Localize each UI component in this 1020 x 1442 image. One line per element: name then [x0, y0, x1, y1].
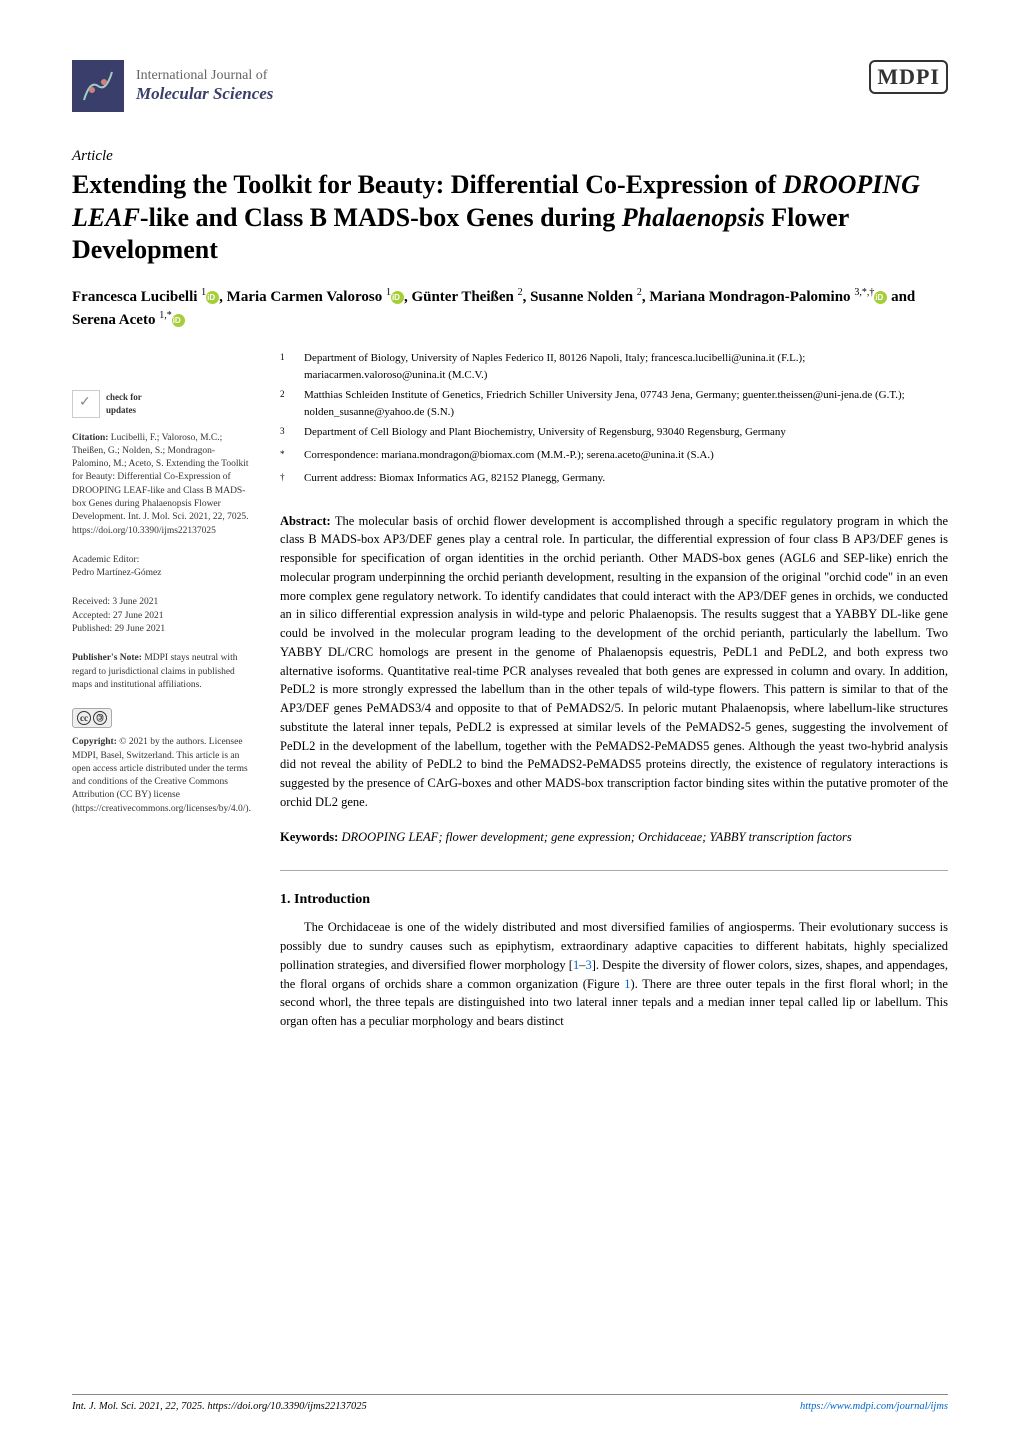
footer-right[interactable]: https://www.mdpi.com/journal/ijms [800, 1401, 948, 1412]
abstract-label: Abstract: [280, 514, 331, 528]
main-column: 1 Department of Biology, University of Na… [280, 350, 948, 1031]
affiliation-row: 1 Department of Biology, University of Na… [280, 350, 948, 385]
check-updates-badge[interactable]: check for updates [72, 390, 252, 418]
keywords-label: Keywords: [280, 830, 338, 844]
citation-label: Citation: [72, 433, 108, 443]
journal-name: International Journal of Molecular Scien… [136, 68, 273, 104]
affiliation-text: Department of Cell Biology and Plant Bio… [304, 424, 948, 445]
published-label: Published: [72, 624, 112, 634]
dates-block: Received: 3 June 2021 Accepted: 27 June … [72, 596, 252, 636]
affiliation-text: Correspondence: mariana.mondragon@biomax… [304, 447, 948, 468]
journal-line2: Molecular Sciences [136, 84, 273, 104]
ref-link[interactable]: 3 [585, 958, 591, 972]
ref-link[interactable]: 1 [573, 958, 579, 972]
footer: Int. J. Mol. Sci. 2021, 22, 7025. https:… [72, 1394, 948, 1412]
journal-block: International Journal of Molecular Scien… [72, 60, 273, 112]
page: International Journal of Molecular Scien… [0, 0, 1020, 1442]
keywords-text: DROOPING LEAF; flower development; gene … [341, 830, 851, 844]
divider [280, 870, 948, 871]
copyright-label: Copyright: [72, 737, 117, 747]
affiliation-text: Department of Biology, University of Nap… [304, 350, 948, 385]
authors: Francesca Lucibelli 1, Maria Carmen Valo… [72, 285, 948, 332]
title-p3: -like and Class B MADS-box Genes during [140, 203, 622, 232]
header-row: International Journal of Molecular Scien… [72, 60, 948, 112]
accepted-label: Accepted: [72, 611, 111, 621]
affiliation-row: * Correspondence: mariana.mondragon@bioma… [280, 447, 948, 468]
citation-block: Citation: Lucibelli, F.; Valoroso, M.C.;… [72, 432, 252, 538]
affiliation-num: 1 [280, 350, 294, 385]
affiliation-num: † [280, 470, 294, 491]
article-type: Article [72, 148, 948, 165]
intro-body: The Orchidaceae is one of the widely dis… [280, 918, 948, 1031]
footer-link[interactable]: https://www.mdpi.com/journal/ijms [800, 1401, 948, 1412]
received-label: Received: [72, 597, 110, 607]
affiliation-row: † Current address: Biomax Informatics AG,… [280, 470, 948, 491]
affiliations: 1 Department of Biology, University of Na… [280, 350, 948, 492]
abstract-text: The molecular basis of orchid flower dev… [280, 514, 948, 809]
citation-text: Lucibelli, F.; Valoroso, M.C.; Theißen, … [72, 433, 249, 536]
affiliation-text: Current address: Biomax Informatics AG, … [304, 470, 948, 491]
keywords: Keywords: DROOPING LEAF; flower developm… [280, 828, 948, 847]
cc-badge: cc 🄯 [72, 708, 252, 728]
published-date: 29 June 2021 [115, 624, 166, 634]
by-icon: 🄯 [93, 711, 107, 725]
received-date: 3 June 2021 [112, 597, 158, 607]
affiliation-num: 3 [280, 424, 294, 445]
editor-name: Pedro Martínez-Gómez [72, 568, 161, 578]
affiliation-num: 2 [280, 387, 294, 422]
journal-icon [72, 60, 124, 112]
affiliation-row: 2 Matthias Schleiden Institute of Genetic… [280, 387, 948, 422]
publisher-note-label: Publisher's Note: [72, 653, 142, 663]
publisher-note-block: Publisher's Note: MDPI stays neutral wit… [72, 652, 252, 692]
figure-link[interactable]: 1 [624, 977, 630, 991]
affiliation-row: 3 Department of Cell Biology and Plant Bi… [280, 424, 948, 445]
footer-left: Int. J. Mol. Sci. 2021, 22, 7025. https:… [72, 1401, 367, 1412]
copyright-text: © 2021 by the authors. Licensee MDPI, Ba… [72, 737, 251, 813]
title-p1: Extending the Toolkit for Beauty: Differ… [72, 170, 783, 199]
affiliation-num: * [280, 447, 294, 468]
sidebar: check for updates Citation: Lucibelli, F… [72, 350, 252, 1031]
copyright-block: Copyright: © 2021 by the authors. Licens… [72, 736, 252, 816]
article-title: Extending the Toolkit for Beauty: Differ… [72, 169, 948, 267]
publisher-logo: MDPI [869, 60, 948, 94]
check-updates-text: check for updates [106, 391, 142, 416]
check-updates-icon [72, 390, 100, 418]
affiliation-text: Matthias Schleiden Institute of Genetics… [304, 387, 948, 422]
journal-line1: International Journal of [136, 68, 273, 84]
keywords-value: DROOPING LEAF; flower development; gene … [341, 830, 851, 844]
two-column-layout: check for updates Citation: Lucibelli, F… [72, 350, 948, 1031]
title-p4: Phalaenopsis [622, 203, 765, 232]
editor-block: Academic Editor: Pedro Martínez-Gómez [72, 554, 252, 581]
abstract: Abstract: The molecular basis of orchid … [280, 512, 948, 812]
editor-label: Academic Editor: [72, 555, 139, 565]
accepted-date: 27 June 2021 [113, 611, 164, 621]
cc-icon: cc [77, 711, 91, 725]
intro-heading: 1. Introduction [280, 889, 948, 910]
